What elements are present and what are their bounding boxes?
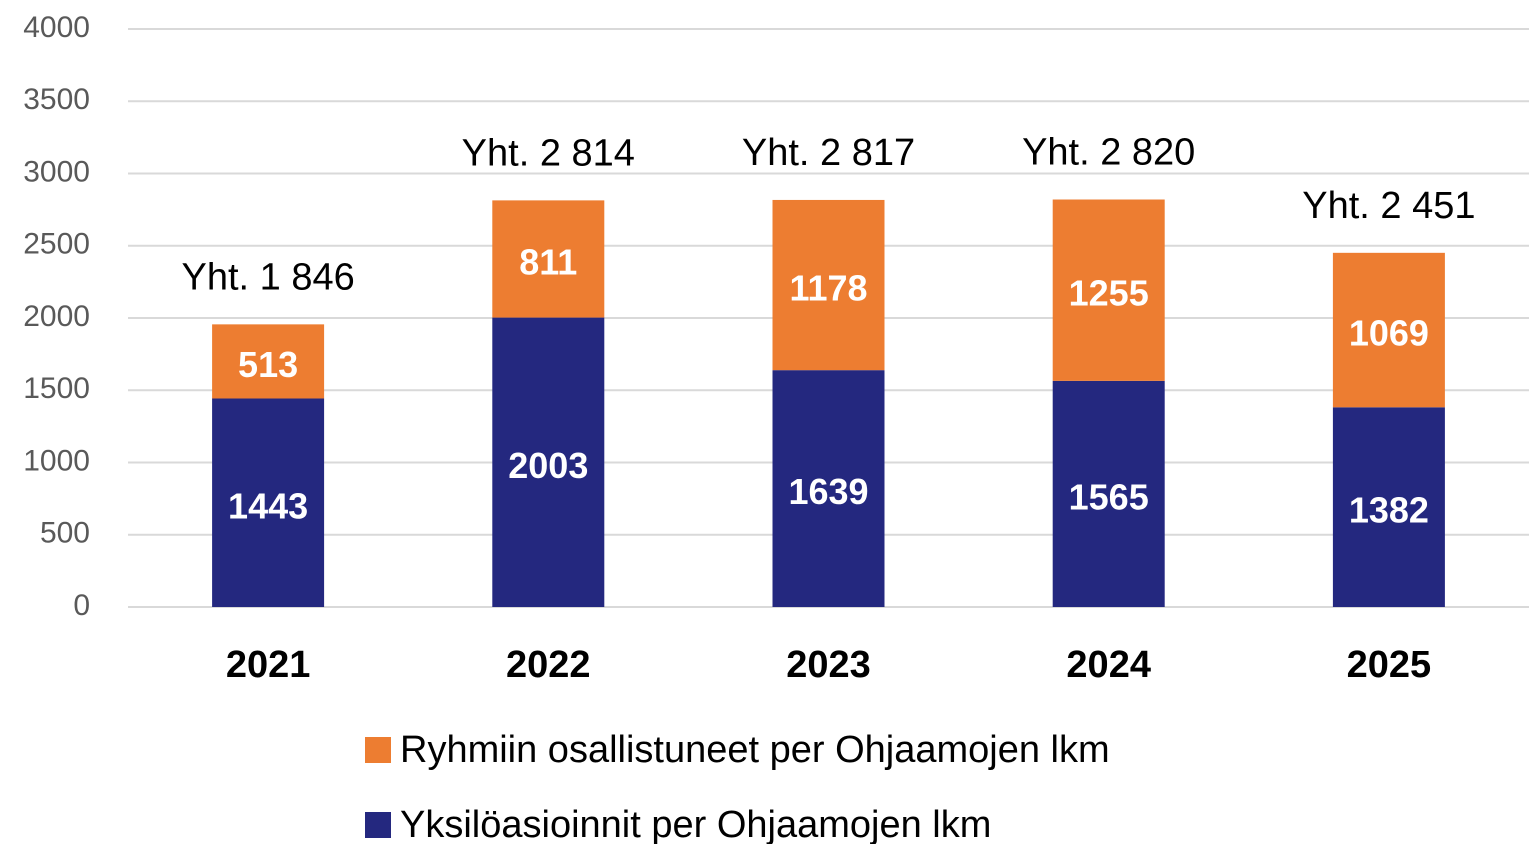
data-label: 1565 bbox=[1069, 476, 1149, 517]
total-label: Yht. 2 451 bbox=[1302, 185, 1475, 227]
y-tick-label: 3500 bbox=[23, 83, 90, 116]
x-tick-label: 2025 bbox=[1347, 644, 1432, 686]
y-tick-label: 4000 bbox=[23, 11, 90, 44]
x-tick-label: 2022 bbox=[506, 644, 591, 686]
data-label: 2003 bbox=[508, 445, 588, 486]
total-label: Yht. 2 814 bbox=[462, 132, 635, 174]
y-tick-label: 2500 bbox=[23, 228, 90, 261]
y-tick-label: 500 bbox=[40, 517, 90, 550]
y-tick-label: 0 bbox=[73, 589, 90, 622]
bar-segment bbox=[212, 324, 325, 399]
bar-segment bbox=[492, 317, 605, 607]
data-label: 1178 bbox=[789, 268, 867, 309]
x-tick-label: 2021 bbox=[226, 644, 311, 686]
data-label: 1069 bbox=[1349, 313, 1429, 354]
y-tick-label: 3000 bbox=[23, 155, 90, 188]
bar-segment bbox=[1052, 199, 1165, 381]
y-tick-label: 1000 bbox=[23, 444, 90, 477]
data-label: 1639 bbox=[788, 471, 868, 512]
legend-label: Yksilöasioinnit per Ohjaamojen lkm bbox=[400, 804, 991, 844]
bar-segment bbox=[1332, 252, 1445, 408]
total-label: Yht. 2 820 bbox=[1022, 132, 1195, 174]
legend-swatch bbox=[365, 737, 391, 763]
y-tick-label: 1500 bbox=[23, 372, 90, 405]
data-label: 811 bbox=[519, 241, 577, 282]
data-label: 513 bbox=[238, 344, 298, 385]
total-label: Yht. 2 817 bbox=[742, 132, 915, 174]
x-tick-label: 2023 bbox=[786, 644, 871, 686]
legend-swatch bbox=[365, 812, 391, 838]
total-label: Yht. 1 846 bbox=[181, 256, 354, 298]
data-label: 1382 bbox=[1349, 490, 1429, 531]
legend-label: Ryhmiin osallistuneet per Ohjaamojen lkm bbox=[400, 729, 1110, 771]
data-label: 1443 bbox=[228, 485, 308, 526]
x-tick-label: 2024 bbox=[1066, 644, 1151, 686]
bar-segment bbox=[1052, 380, 1165, 607]
bar-segment bbox=[772, 199, 885, 371]
bar-segment bbox=[772, 370, 885, 607]
bar-segment bbox=[1332, 407, 1445, 607]
bar-segment bbox=[492, 200, 605, 318]
bar-segment bbox=[212, 398, 325, 607]
data-label: 1255 bbox=[1069, 273, 1149, 314]
y-tick-label: 2000 bbox=[23, 300, 90, 333]
